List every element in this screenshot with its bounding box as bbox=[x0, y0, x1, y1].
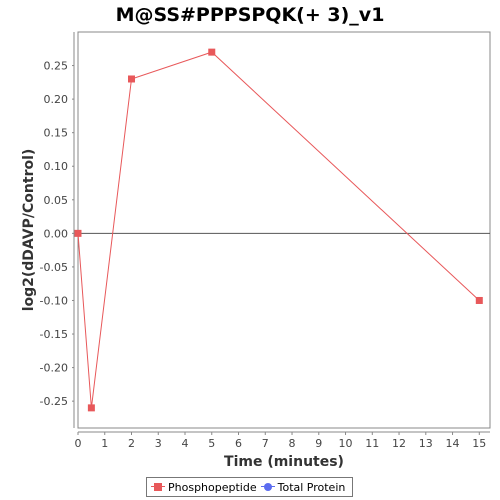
y-tick-label: 0.05 bbox=[44, 194, 69, 207]
x-tick-label: 0 bbox=[75, 437, 82, 450]
legend-label-phosphopeptide: Phosphopeptide bbox=[168, 480, 257, 494]
data-point bbox=[74, 229, 82, 237]
legend-label-total-protein: Total Protein bbox=[277, 480, 346, 494]
y-ticks: -0.25 -0.20 -0.15 -0.10 -0.05 0.00 0.05 0.10 0.1… bbox=[40, 60, 74, 408]
y-tick-label: -0.20 bbox=[40, 362, 68, 375]
chart-title: M@SS#PPPSPQK(+ 3)_v1 bbox=[115, 4, 385, 26]
x-tick-label: 10 bbox=[339, 437, 353, 450]
x-tick-label: 5 bbox=[208, 437, 215, 450]
data-point bbox=[208, 48, 216, 56]
legend: Phosphopeptide Total Protein bbox=[146, 477, 353, 497]
x-tick-label: 4 bbox=[182, 437, 189, 450]
data-point bbox=[128, 75, 136, 83]
x-tick-label: 11 bbox=[365, 437, 379, 450]
y-tick-label: 0.25 bbox=[44, 60, 69, 73]
y-tick-label: -0.05 bbox=[40, 261, 68, 274]
x-tick-label: 6 bbox=[235, 437, 242, 450]
y-tick-label: 0.20 bbox=[44, 93, 69, 106]
x-tick-label: 12 bbox=[392, 437, 406, 450]
x-tick-label: 13 bbox=[419, 437, 433, 450]
x-tick-label: 15 bbox=[472, 437, 486, 450]
x-ticks: 0 1 2 3 4 5 6 7 8 9 10 11 12 13 14 15 bbox=[75, 432, 486, 450]
x-tick-label: 9 bbox=[315, 437, 322, 450]
x-tick-label: 2 bbox=[128, 437, 135, 450]
y-tick-label: -0.15 bbox=[40, 328, 68, 341]
legend-entry-phosphopeptide: Phosphopeptide bbox=[151, 481, 257, 494]
y-tick-label: -0.10 bbox=[40, 294, 68, 307]
x-tick-label: 3 bbox=[155, 437, 162, 450]
x-tick-label: 7 bbox=[262, 437, 269, 450]
series-group bbox=[74, 48, 483, 412]
y-axis-title: log2(dDAVP/Control) bbox=[21, 149, 37, 312]
y-tick-label: 0.00 bbox=[44, 227, 69, 240]
y-tick-label: 0.15 bbox=[44, 127, 69, 140]
data-point bbox=[475, 296, 483, 304]
y-tick-label: -0.25 bbox=[40, 395, 68, 408]
y-tick-label: 0.10 bbox=[44, 160, 69, 173]
legend-entry-total-protein: Total Protein bbox=[260, 480, 346, 494]
total-protein-swatch-icon bbox=[260, 482, 275, 492]
x-tick-label: 8 bbox=[289, 437, 296, 450]
x-tick-label: 14 bbox=[446, 437, 460, 450]
x-tick-label: 1 bbox=[101, 437, 108, 450]
plot-background bbox=[77, 31, 491, 429]
data-point bbox=[87, 404, 95, 412]
x-axis-title: Time (minutes) bbox=[224, 454, 344, 470]
phosphopeptide-swatch-icon bbox=[151, 482, 165, 492]
